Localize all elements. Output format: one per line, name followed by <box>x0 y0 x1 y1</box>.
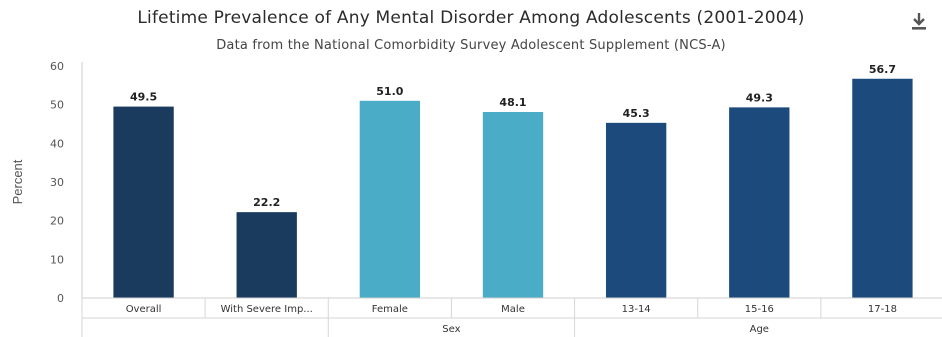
data-label: 48.1 <box>499 96 526 109</box>
y-tick-label: 40 <box>50 137 64 150</box>
x-tick-label: 15-16 <box>745 304 774 315</box>
bar <box>729 107 790 298</box>
x-tick-label: 13-14 <box>622 304 651 315</box>
y-tick-label: 10 <box>50 253 64 266</box>
y-tick-label: 50 <box>50 99 64 112</box>
x-tick-label: 17-18 <box>868 304 897 315</box>
data-label: 49.3 <box>746 91 773 104</box>
x-tick-label: With Severe Imp... <box>221 304 313 315</box>
bar <box>236 212 297 298</box>
x-tick-label: Male <box>501 304 525 315</box>
data-label: 45.3 <box>623 107 650 120</box>
chart-title: Lifetime Prevalence of Any Mental Disord… <box>137 8 805 28</box>
bar <box>852 78 913 298</box>
data-label: 56.7 <box>869 63 896 76</box>
bar <box>482 112 544 298</box>
x-tick-label: Female <box>372 304 408 315</box>
group-label: Sex <box>442 324 460 335</box>
y-tick-label: 0 <box>57 292 64 305</box>
y-tick-label: 30 <box>50 176 64 189</box>
y-tick-label: 20 <box>50 215 64 228</box>
download-icon[interactable] <box>908 10 930 32</box>
y-axis-title: Percent <box>10 159 25 204</box>
data-label: 51.0 <box>376 85 403 98</box>
bar <box>359 100 421 298</box>
bar <box>113 106 174 298</box>
chart-subtitle: Data from the National Comorbidity Surve… <box>216 38 726 53</box>
x-tick-label: Overall <box>126 304 162 315</box>
data-label: 49.5 <box>130 91 157 104</box>
bar <box>605 122 667 298</box>
group-label: Age <box>750 324 769 335</box>
data-label: 22.2 <box>253 196 280 209</box>
y-tick-label: 60 <box>50 60 64 73</box>
